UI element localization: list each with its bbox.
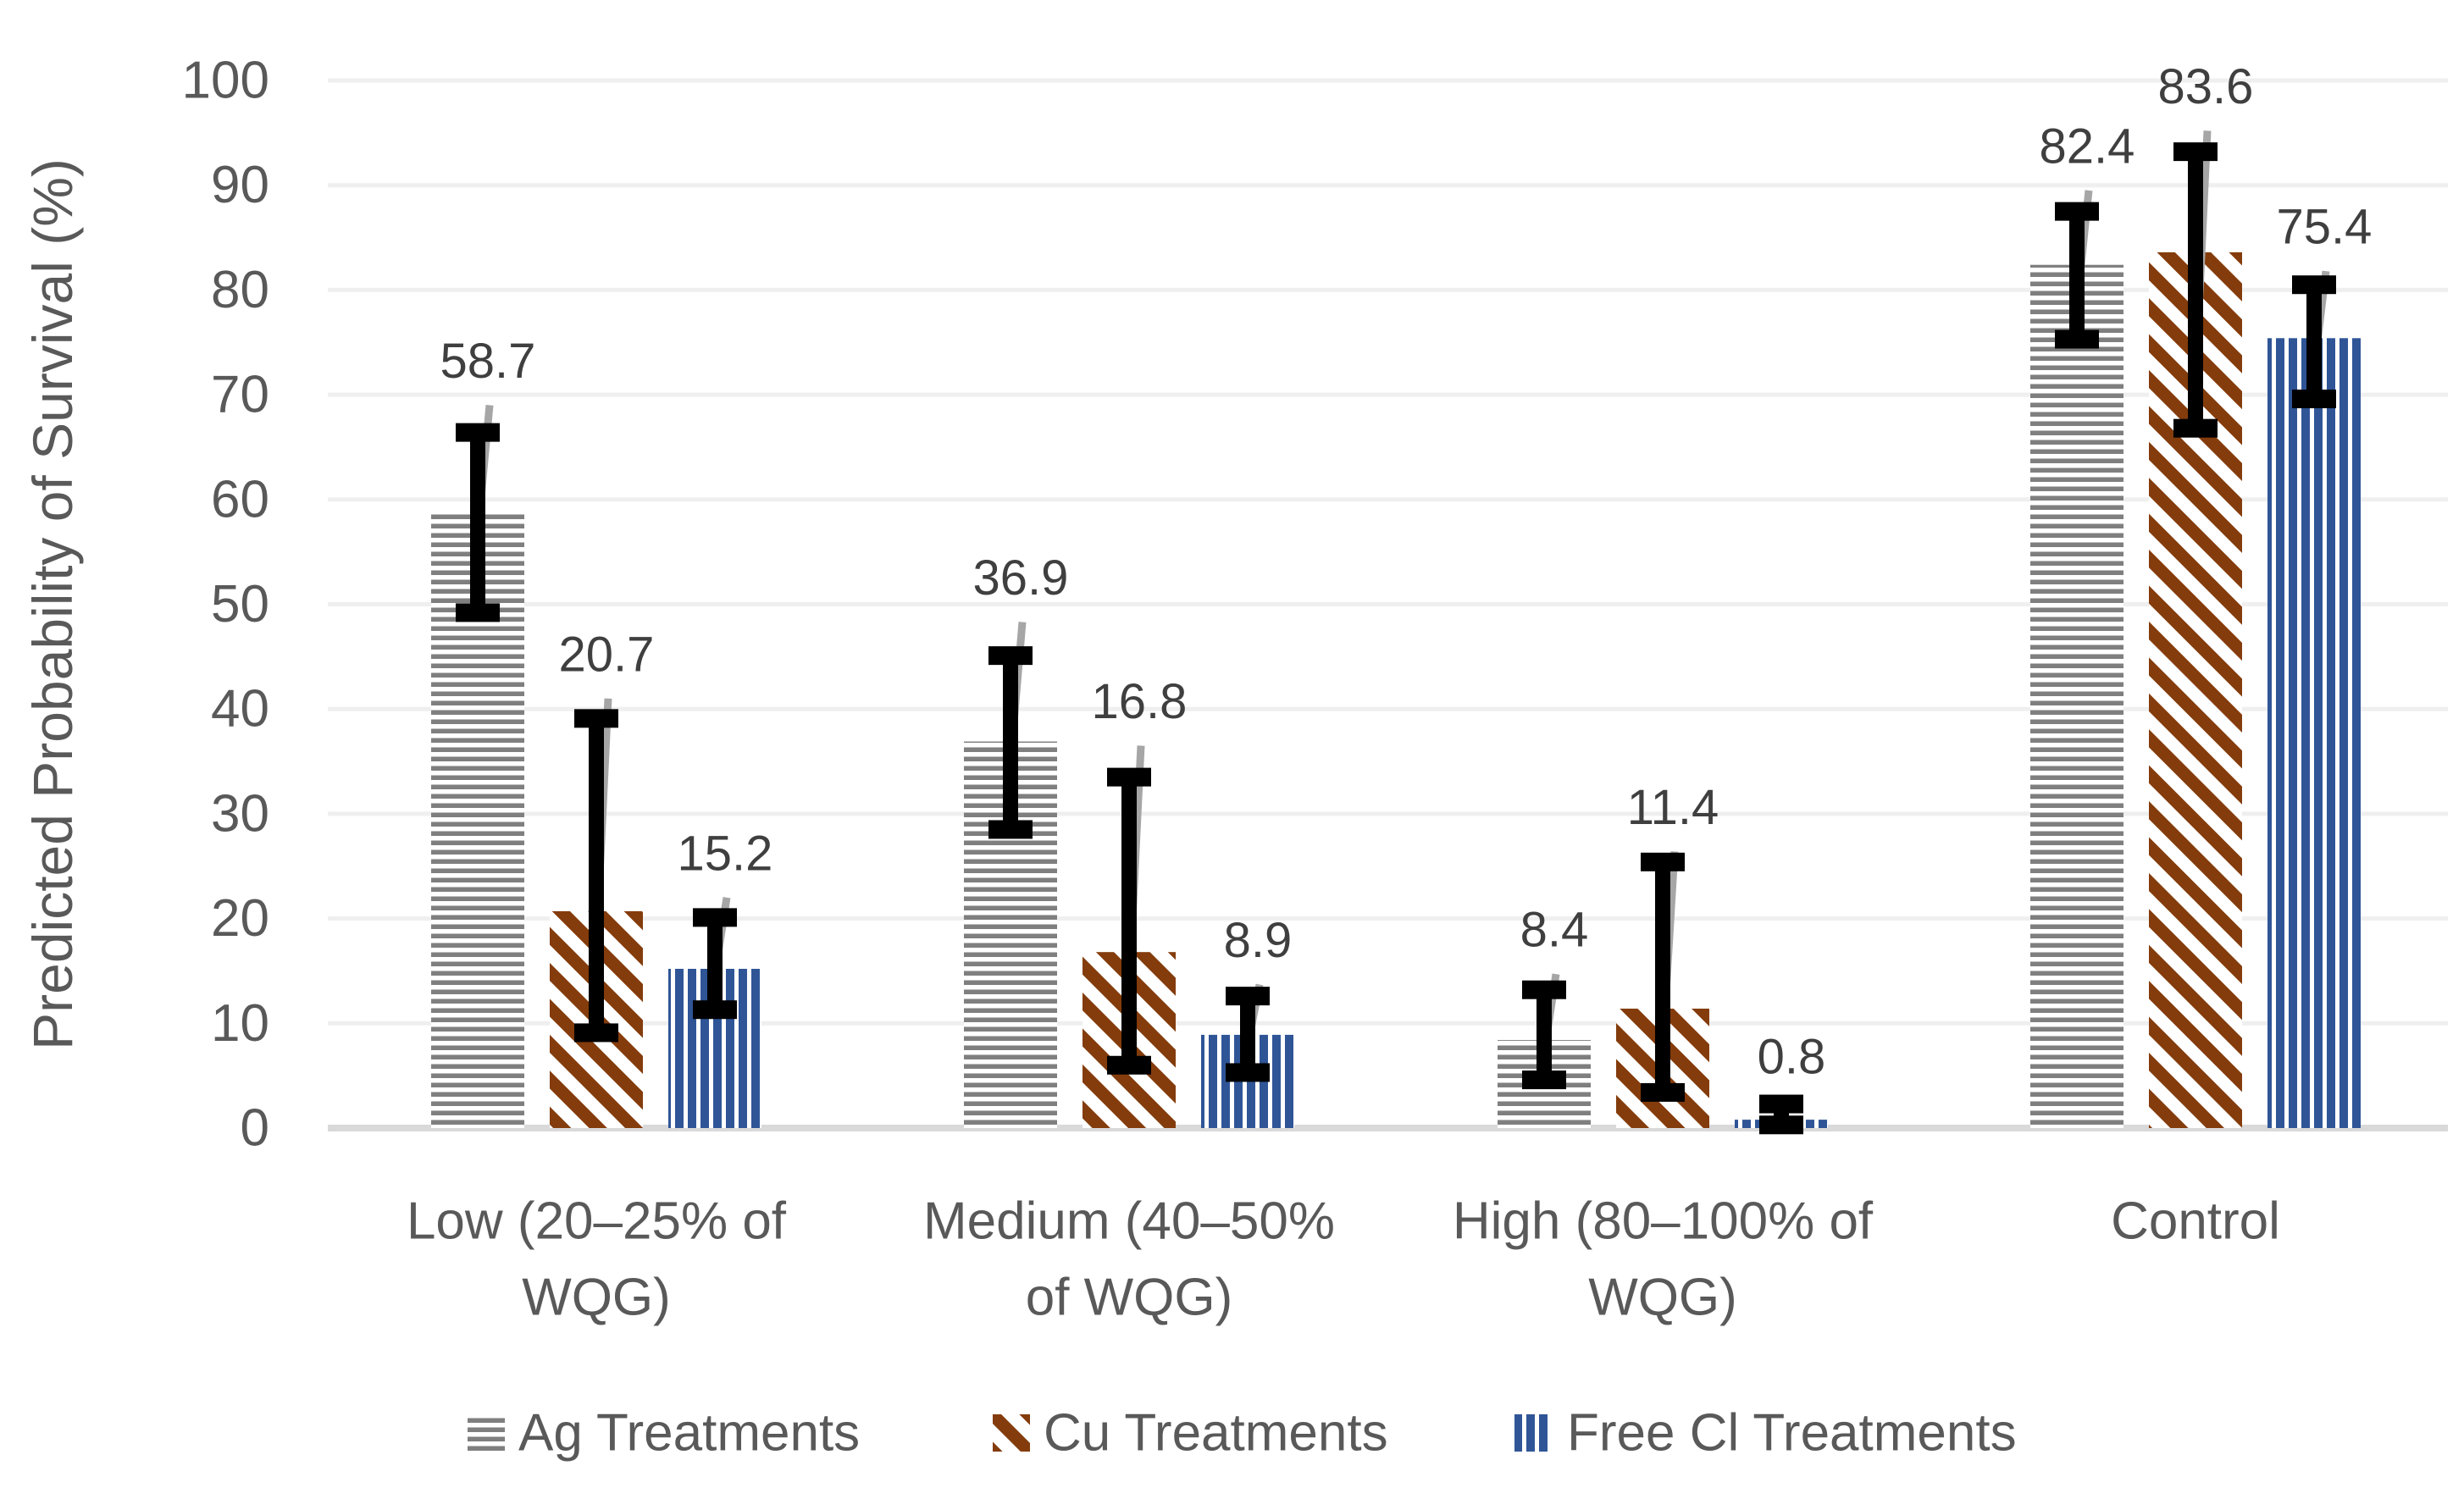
error-bar-bottom-cap (988, 820, 1033, 839)
y-tick-label-20: 20 (211, 889, 269, 948)
error-bar-series2-cat0 (693, 908, 737, 1020)
error-bar-bottom-cap (1522, 1070, 1566, 1090)
error-bar-bottom-cap (693, 1000, 737, 1020)
data-label-series0-cat0: 58.7 (440, 334, 536, 389)
error-bar-stem (2188, 152, 2203, 429)
legend: Ag Treatments Cu Treatments Free Cl Treatm… (468, 1404, 2017, 1463)
error-bar-series2-cat1 (1226, 987, 1270, 1082)
y-axis-title: Predicted Probability of Survival (%) (21, 158, 84, 1050)
error-bar-bottom-cap (1107, 1055, 1151, 1075)
error-bar-stem (1655, 861, 1670, 1092)
error-bar-bottom-cap (1759, 1115, 1803, 1135)
error-bar-series0-cat1 (988, 646, 1033, 839)
category-label-3-line1: Control (2111, 1192, 2280, 1251)
error-bar-top-cap (988, 646, 1033, 666)
bars: 58.7 36.9 8.4 82.4 20.7 16.8 11.4 83.6 15.2 8.9 0.… (431, 59, 2373, 1135)
legend-label-free-cl-treatments: Free Cl Treatments (1567, 1404, 2017, 1463)
y-axis-title-group: Predicted Probability of Survival (%) (21, 158, 84, 1050)
y-tick-label-60: 60 (211, 470, 269, 528)
data-label-series2-cat0: 15.2 (678, 826, 773, 881)
error-bar-top-cap (574, 709, 618, 728)
error-bar-top-cap (2173, 142, 2218, 162)
error-bar-top-cap (2055, 202, 2099, 221)
error-bar-stem (1003, 655, 1018, 830)
error-bar-bottom-cap (456, 603, 500, 622)
y-axis-tick-labels: 0 10 20 30 40 50 60 70 80 90 100 (182, 52, 269, 1158)
error-bar-series1-cat3 (2173, 142, 2218, 438)
data-label-series0-cat3: 82.4 (2040, 119, 2135, 174)
error-bar-top-cap (1226, 987, 1270, 1006)
data-label-series2-cat3: 75.4 (2277, 200, 2373, 255)
horizontal-stripes-swatch-icon (468, 1414, 505, 1452)
error-bar-stem (1121, 777, 1137, 1065)
bar-free-cl-treatments-cat3 (2267, 338, 2361, 1128)
error-bar-series0-cat0 (456, 423, 500, 622)
error-bar-stem (2306, 285, 2322, 400)
error-bar-stem (589, 718, 604, 1033)
y-tick-label-30: 30 (211, 784, 269, 843)
data-label-series2-cat1: 8.9 (1224, 913, 1293, 968)
y-tick-label-50: 50 (211, 575, 269, 633)
category-label-2-line1: High (80–100% of (1453, 1192, 1874, 1251)
data-label-series0-cat1: 36.9 (973, 550, 1069, 606)
y-tick-label-90: 90 (211, 156, 269, 214)
data-label-series2-cat2: 0.8 (1758, 1029, 1826, 1084)
y-tick-label-70: 70 (211, 366, 269, 424)
legend-label-ag-treatments: Ag Treatments (518, 1404, 860, 1463)
y-tick-label-0: 0 (241, 1099, 269, 1158)
data-label-series1-cat3: 83.6 (2158, 59, 2254, 114)
category-label-0-line1: Low (20–25% of (407, 1192, 787, 1251)
error-bar-top-cap (2292, 275, 2336, 295)
vertical-stripes-swatch-icon (1514, 1414, 1552, 1452)
data-label-series1-cat2: 11.4 (1627, 780, 1719, 835)
error-bar-bottom-cap (2173, 418, 2218, 438)
y-tick-label-80: 80 (211, 261, 269, 319)
error-bar-top-cap (1641, 852, 1685, 871)
y-tick-label-10: 10 (211, 994, 269, 1053)
error-bar-series2-cat2 (1759, 1094, 1803, 1135)
error-bar-series1-cat1 (1107, 767, 1151, 1075)
error-bar-bottom-cap (2055, 329, 2099, 349)
error-bar-stem (707, 917, 723, 1010)
category-label-1-line2: of WQG) (1026, 1269, 1233, 1327)
error-bar-stem (470, 432, 485, 613)
error-bar-stem (1240, 996, 1255, 1073)
error-bar-bottom-cap (1641, 1082, 1685, 1102)
error-bar-bottom-cap (574, 1023, 618, 1043)
error-bar-series0-cat2 (1522, 980, 1566, 1090)
error-bar-series0-cat3 (2055, 202, 2099, 349)
error-bar-top-cap (1759, 1094, 1803, 1114)
y-tick-label-40: 40 (211, 680, 269, 738)
error-bar-top-cap (456, 423, 500, 442)
error-bar-bottom-cap (1226, 1063, 1270, 1082)
error-bar-stem (1537, 989, 1552, 1081)
category-label-0-line2: WQG) (522, 1269, 671, 1327)
error-bar-series2-cat3 (2292, 275, 2336, 409)
x-axis-category-labels: Low (20–25% of WQG) Medium (40–50% of WQG) H… (407, 1192, 2280, 1327)
error-bar-top-cap (1522, 980, 1566, 999)
data-label-series1-cat0: 20.7 (559, 627, 655, 682)
category-label-1-line1: Medium (40–50% (923, 1192, 1335, 1251)
y-tick-label-100: 100 (182, 52, 269, 110)
legend-label-cu-treatments: Cu Treatments (1044, 1404, 1388, 1463)
data-label-series0-cat2: 8.4 (1520, 903, 1589, 958)
bar-ag-treatments-cat3 (2030, 264, 2123, 1128)
error-bar-series1-cat0 (574, 709, 618, 1043)
error-bar-bottom-cap (2292, 390, 2336, 409)
error-bar-stem (2069, 211, 2085, 340)
data-label-series1-cat1: 16.8 (1092, 674, 1188, 729)
category-label-2-line2: WQG) (1588, 1269, 1737, 1327)
error-bar-top-cap (1107, 767, 1151, 787)
diagonal-stripes-swatch-icon (993, 1414, 1030, 1452)
error-bar-top-cap (693, 908, 737, 927)
error-bar-series1-cat2 (1641, 852, 1685, 1102)
